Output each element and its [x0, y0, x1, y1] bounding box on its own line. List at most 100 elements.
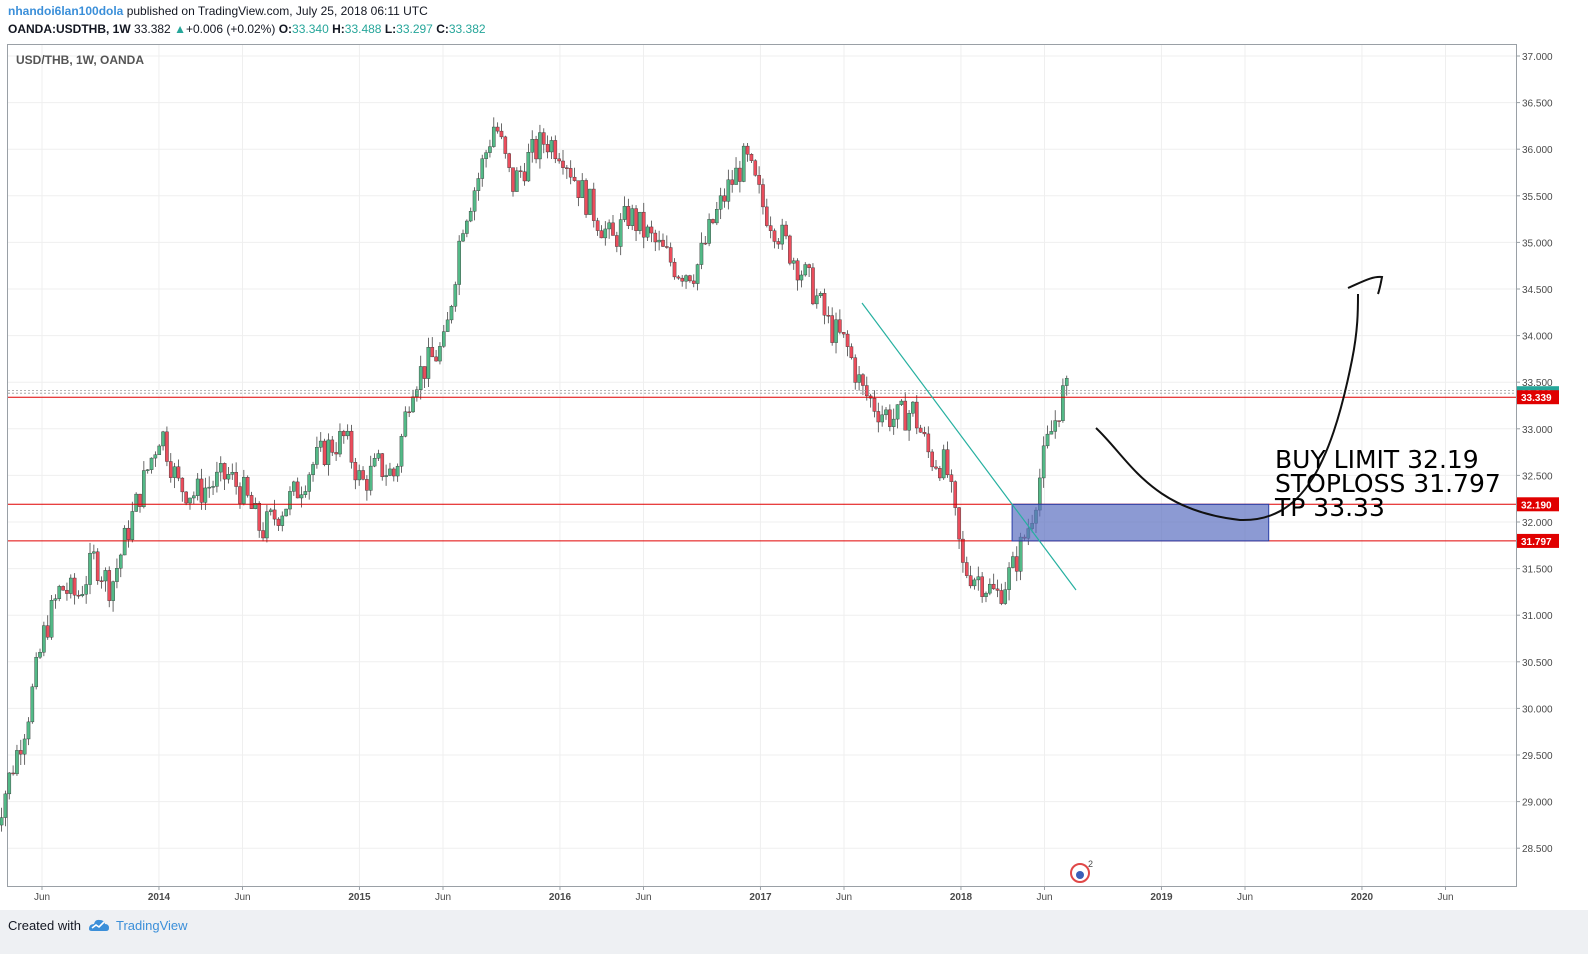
candle-body [676, 276, 681, 279]
candle-body [891, 418, 896, 427]
candle-body [595, 220, 600, 231]
candle-body [349, 430, 354, 463]
candle-body [407, 411, 411, 414]
x-tick-label: Jun [34, 892, 50, 903]
candle-body [315, 447, 319, 465]
candle-body [726, 179, 731, 202]
candle-body [968, 575, 973, 587]
candle-body [268, 509, 273, 512]
change-arrow-icon: ▲ [174, 22, 186, 36]
candle-body [907, 413, 911, 431]
price-label-box [1517, 390, 1559, 405]
candle-body [422, 366, 427, 379]
candle-body [153, 454, 158, 459]
y-tick-label: 34.500 [1522, 285, 1553, 296]
candle-body [615, 235, 619, 247]
candle-body [795, 260, 800, 281]
candle-body [749, 154, 754, 161]
candle-body [799, 274, 804, 281]
candle-body [72, 577, 77, 596]
candle-body [472, 190, 477, 212]
x-tick-label: 2017 [749, 892, 772, 903]
candle-body [707, 219, 711, 244]
projection-curve[interactable] [1095, 293, 1359, 522]
candle-body [438, 346, 442, 362]
y-tick-label: 31.000 [1522, 611, 1553, 622]
candle-body [918, 427, 923, 433]
chart-pane[interactable] [7, 44, 1517, 887]
candle-body [741, 145, 746, 182]
candle-body [199, 478, 204, 503]
candle-body [518, 170, 523, 172]
y-tick-label: 35.500 [1522, 192, 1553, 203]
candle-body [161, 431, 165, 447]
tradingview-brand-link[interactable]: TradingView [116, 918, 188, 933]
candle-body [426, 347, 431, 379]
author-link[interactable]: nhandoi6lan100dola [8, 4, 124, 18]
candle-body [388, 468, 392, 476]
candle-body [222, 463, 227, 480]
candle-body [365, 479, 369, 491]
y-tick-label: 31.500 [1522, 565, 1553, 576]
candle-body [280, 515, 285, 526]
candle-body [964, 562, 969, 576]
candle-body [218, 463, 223, 473]
candle-body [457, 240, 461, 285]
publish-info: published on TradingView.com, July 25, 2… [126, 4, 428, 18]
candle-body [234, 472, 238, 487]
candle-body [718, 195, 723, 210]
candle-body [468, 211, 473, 222]
candle-body [761, 184, 765, 208]
candle-body [57, 586, 62, 599]
buy-zone-rect[interactable] [1011, 503, 1270, 542]
candle-body [238, 486, 242, 504]
candle-body [641, 211, 646, 238]
candle-body [738, 167, 742, 182]
candle-body [753, 160, 758, 176]
candle-body [372, 458, 377, 467]
candle-body [653, 232, 658, 243]
candle-body [157, 445, 162, 455]
price-label-box [1517, 533, 1559, 548]
candle-body [788, 235, 792, 264]
candle-body [68, 577, 73, 594]
y-tick-label: 29.000 [1522, 798, 1553, 809]
candle-body [834, 319, 838, 343]
candle-body [765, 206, 769, 226]
candle-body [80, 594, 85, 597]
y-tick-label: 34.000 [1522, 332, 1553, 343]
candle-body [211, 486, 215, 488]
candle-body [53, 598, 58, 601]
candle-body [903, 400, 908, 431]
candle-body [299, 494, 304, 499]
tradingview-logo-icon[interactable] [87, 915, 111, 940]
candle-body [991, 583, 996, 590]
footer-bar: Created with TradingView [0, 910, 1588, 954]
candle-body [103, 570, 108, 582]
candle-body [176, 466, 181, 479]
candle-body [88, 552, 92, 585]
candle-body [484, 152, 488, 159]
annotation-stoploss: STOPLOSS 31.797 [1275, 469, 1501, 498]
candle-body [730, 179, 734, 185]
candle-body [784, 224, 788, 237]
trendline[interactable] [861, 302, 1077, 591]
candle-body [957, 507, 961, 540]
candle-body [1057, 420, 1061, 422]
candle-body [711, 219, 715, 224]
high-label: H: [332, 22, 345, 36]
candle-body [588, 188, 592, 215]
candle-body [49, 600, 54, 638]
candle-body [34, 657, 38, 688]
candle-body [888, 409, 892, 427]
candle-body [849, 346, 854, 358]
candle-body [403, 411, 408, 437]
candle-body [326, 439, 331, 466]
candle-body [572, 176, 577, 181]
candle-body [292, 481, 296, 492]
candle-body [357, 470, 361, 481]
candle-body [1003, 589, 1008, 604]
candle-body [811, 267, 815, 305]
candle-body [111, 581, 115, 601]
